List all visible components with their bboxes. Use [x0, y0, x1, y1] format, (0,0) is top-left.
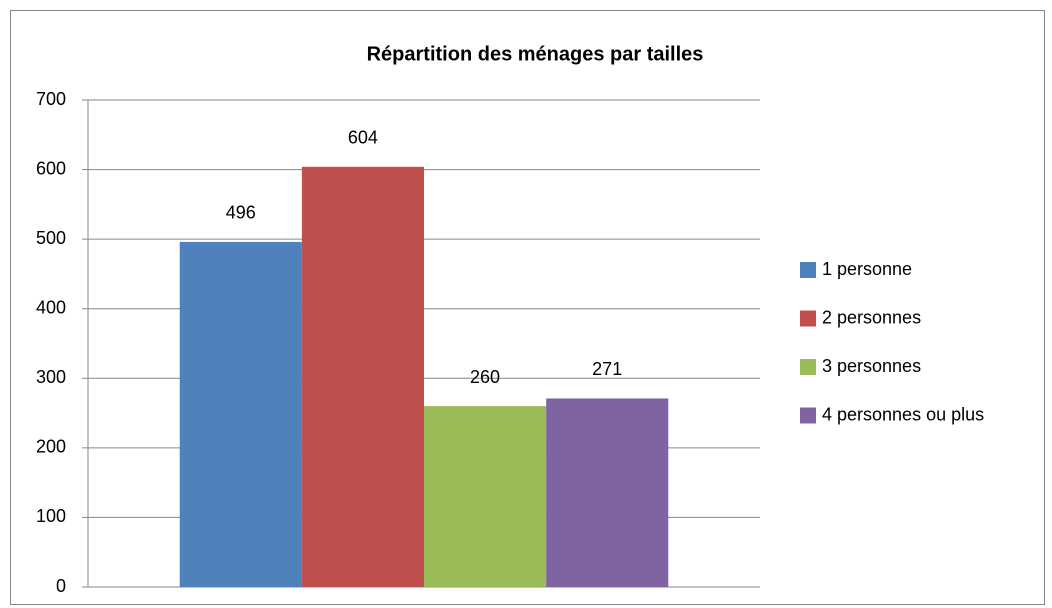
y-tick-label: 700 — [36, 89, 66, 109]
y-tick-label: 0 — [56, 576, 66, 596]
legend-label: 2 personnes — [822, 307, 921, 327]
y-tick-label: 300 — [36, 367, 66, 387]
y-tick-label: 100 — [36, 506, 66, 526]
legend-swatch — [800, 262, 816, 278]
legend-label: 1 personne — [822, 259, 912, 279]
bar — [179, 241, 302, 587]
data-label: 271 — [592, 359, 622, 379]
data-label: 496 — [226, 203, 256, 223]
y-tick-label: 400 — [36, 297, 66, 317]
legend-swatch — [800, 359, 816, 375]
bar — [546, 398, 669, 587]
bar — [301, 166, 424, 587]
chart-title: Répartition des ménages par tailles — [367, 43, 704, 65]
y-tick-label: 500 — [36, 228, 66, 248]
bar — [424, 406, 547, 587]
y-tick-label: 600 — [36, 158, 66, 178]
legend-label: 4 personnes ou plus — [822, 404, 984, 424]
legend-swatch — [800, 310, 816, 327]
data-label: 260 — [470, 367, 500, 387]
legend-label: 3 personnes — [822, 356, 921, 376]
y-tick-label: 200 — [36, 437, 66, 457]
legend-swatch — [800, 407, 816, 424]
data-label: 604 — [348, 128, 378, 148]
